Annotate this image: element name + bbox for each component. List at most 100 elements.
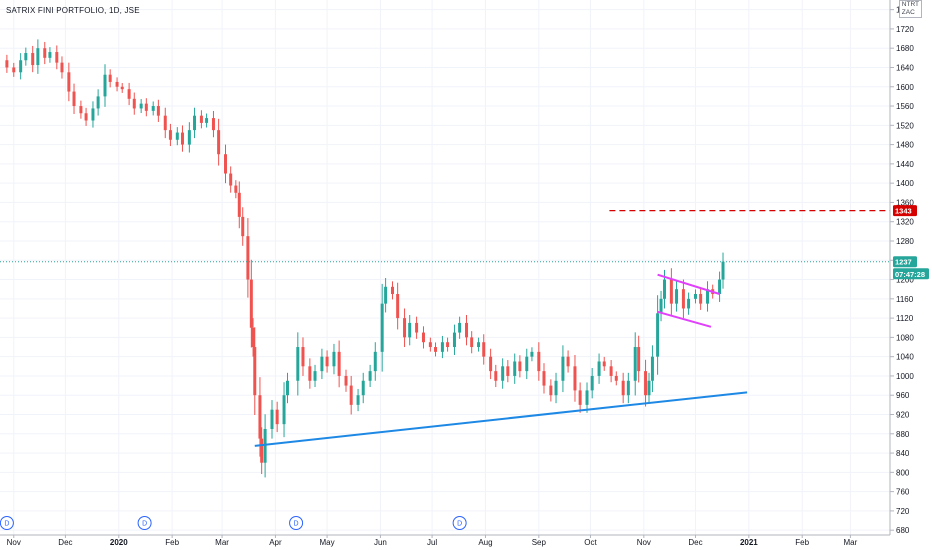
candle-body — [91, 108, 95, 121]
price-tick-label: 1520 — [896, 121, 914, 130]
candle-body — [132, 98, 136, 109]
candle-body — [356, 395, 360, 405]
candle-body — [530, 351, 534, 357]
candle-body — [687, 298, 691, 309]
candle-body — [320, 356, 324, 372]
time-tick-label: Nov — [637, 538, 651, 547]
dividend-marker-label: D — [4, 521, 9, 528]
candle-body — [60, 62, 64, 73]
trendline-flag-lower — [657, 310, 712, 328]
candle-body — [187, 130, 191, 145]
candle-body — [662, 279, 666, 299]
candle-body — [108, 74, 112, 82]
currency-line-1: NTRT — [901, 1, 919, 8]
price-label-text: 07:47:28 — [895, 270, 925, 279]
price-tick-label: 1200 — [896, 276, 914, 285]
candle-body — [637, 347, 641, 372]
dividend-marker-label: D — [457, 521, 462, 528]
candle-body — [659, 298, 663, 314]
price-label-text: 1237 — [895, 258, 912, 267]
candle-body — [43, 48, 47, 58]
candle-body — [384, 286, 388, 304]
candle-body — [241, 216, 245, 237]
drawings — [0, 209, 890, 447]
price-label-box — [893, 256, 917, 268]
dividend-marker[interactable]: D — [452, 516, 467, 530]
candle-body — [301, 347, 305, 367]
time-tick-label: Feb — [795, 538, 809, 547]
time-tick-label: Apr — [269, 538, 282, 547]
candle-body — [144, 103, 148, 111]
candle-body — [296, 347, 300, 381]
candle-body — [396, 294, 400, 319]
price-tick-label: 1720 — [896, 25, 914, 34]
price-tick-label: 1560 — [896, 102, 914, 111]
grid — [0, 0, 890, 535]
candle-body — [36, 48, 40, 66]
price-label-text: 1343 — [895, 207, 912, 216]
candle-body — [308, 366, 312, 381]
candle-body — [84, 113, 88, 121]
dividend-marker-circle — [289, 516, 304, 530]
candle-body — [193, 115, 197, 131]
price-tick-label: 1440 — [896, 160, 914, 169]
candle-body — [103, 74, 107, 97]
dividend-marker[interactable]: D — [289, 516, 304, 530]
price-tick-label: 1640 — [896, 63, 914, 72]
candle-body — [513, 361, 517, 376]
candle-body — [566, 356, 570, 367]
price-tick-label: 1360 — [896, 198, 914, 207]
price-tick-label: 1480 — [896, 141, 914, 150]
candle-body — [282, 395, 286, 425]
candle-body — [5, 60, 9, 68]
candle-body — [211, 118, 215, 131]
candle-body — [368, 371, 372, 381]
candle-body — [380, 303, 384, 352]
price-tick-label: 1400 — [896, 179, 914, 188]
candle-body — [602, 361, 606, 367]
candle-body — [115, 81, 119, 87]
candles — [5, 39, 725, 478]
time-tick-label: Sep — [532, 538, 547, 547]
dividend-marker[interactable]: D — [0, 516, 14, 530]
chart-title: SATRIX FINI PORTFOLIO, 1D, JSE — [6, 6, 140, 15]
candle-body — [156, 106, 160, 116]
time-tick-label: May — [320, 538, 335, 547]
candle-body — [681, 289, 685, 309]
candle-body — [590, 375, 594, 391]
candle-body — [452, 332, 456, 348]
trendline-flag-upper — [657, 273, 720, 295]
candle-body — [120, 86, 124, 90]
candle-body — [650, 356, 654, 381]
price-tick-label: 1000 — [896, 372, 914, 381]
candle-body — [19, 60, 23, 73]
candle-body — [361, 380, 365, 396]
candle-body — [718, 279, 722, 295]
price-tick-label: 1120 — [896, 314, 914, 323]
candle-body — [597, 361, 601, 376]
time-tick-label: Oct — [584, 538, 597, 547]
time-tick-label: Mar — [215, 538, 229, 547]
dividend-marker[interactable]: D — [137, 516, 152, 530]
candle-body — [477, 342, 481, 348]
candle-body — [721, 261, 725, 280]
candle-body — [332, 351, 336, 367]
candle-body — [96, 96, 100, 109]
candle-body — [434, 347, 438, 352]
candle-body — [647, 380, 651, 396]
candle-body — [349, 385, 353, 405]
currency-badge[interactable]: NTRT ZAC — [898, 0, 922, 18]
candle-body — [373, 351, 377, 372]
candle-body — [199, 115, 203, 123]
candle-body — [127, 89, 131, 99]
candle-body — [224, 154, 228, 174]
candle-body — [489, 356, 493, 372]
price-tick-label: 680 — [896, 526, 910, 535]
candle-body — [699, 294, 703, 304]
candle-body — [258, 395, 262, 439]
price-tick-label: 760 — [896, 488, 910, 497]
candle-body — [249, 279, 253, 328]
currency-line-2: ZAC — [901, 9, 915, 16]
